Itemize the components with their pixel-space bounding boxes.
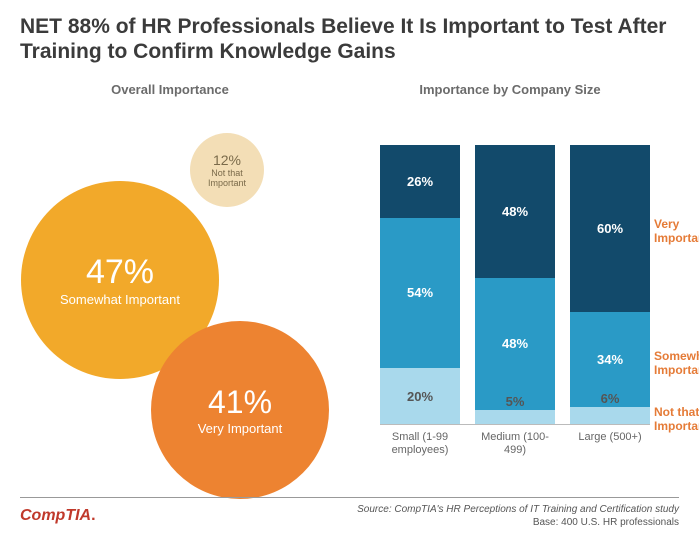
bar-small-not: 20%	[380, 368, 460, 424]
bar-medium-very-value: 48%	[502, 204, 528, 219]
bar-large: 60% 34% 6%	[570, 145, 650, 424]
logo-text: CompTIA	[20, 507, 91, 524]
bubble-not_important-pct: 12%	[213, 152, 241, 168]
bar-medium: 48% 48% 5%	[475, 145, 555, 424]
stacked-bar-chart: 26% 54% 20% 48% 48% 5% 60% 34% 6% Small (1-99 em…	[380, 145, 670, 457]
bubble-not_important-label: Not that Important	[197, 168, 256, 188]
logo-dot: .	[91, 507, 95, 524]
series-label-very: Very Important	[654, 217, 699, 246]
subtitle-overall: Overall Importance	[0, 82, 340, 97]
bubble-very-pct: 41%	[208, 384, 272, 421]
chart-title: NET 88% of HR Professionals Believe It I…	[0, 0, 699, 64]
bar-large-not-value: 6%	[601, 391, 620, 406]
bubble-somewhat-pct: 47%	[86, 253, 154, 292]
bar-large-very-value: 60%	[597, 221, 623, 236]
bar-small: 26% 54% 20%	[380, 145, 460, 424]
bar-small-somewhat-value: 54%	[407, 285, 433, 300]
footer-divider	[20, 497, 679, 498]
bubble-not_important: 12%Not that Important	[190, 133, 264, 207]
bar-x-labels: Small (1-99 employees) Medium (100-499) La…	[380, 431, 650, 457]
bar-small-very: 26%	[380, 145, 460, 218]
source-base: Base: 400 U.S. HR professionals	[357, 516, 679, 529]
bar-large-somewhat-value: 34%	[597, 352, 623, 367]
bar-small-very-value: 26%	[407, 174, 433, 189]
series-label-not: Not that Important	[654, 405, 699, 434]
bar-medium-not-value: 5%	[506, 394, 525, 409]
bar-medium-somewhat-value: 48%	[502, 336, 528, 351]
subtitle-by-size: Importance by Company Size	[340, 82, 680, 97]
series-label-somewhat: Somewhat Important	[654, 349, 699, 378]
bubble-very: 41%Very Important	[151, 321, 329, 499]
bar-large-not: 6%	[570, 407, 650, 424]
bar-xlabel-large: Large (500+)	[570, 431, 650, 457]
bar-xlabel-medium: Medium (100-499)	[475, 431, 555, 457]
subtitles-row: Overall Importance Importance by Company…	[0, 82, 699, 97]
bars-row: 26% 54% 20% 48% 48% 5% 60% 34% 6%	[380, 145, 650, 425]
bar-large-very: 60%	[570, 145, 650, 312]
comptia-logo: CompTIA.	[20, 507, 96, 525]
bar-medium-not: 5%	[475, 410, 555, 424]
bar-small-not-value: 20%	[407, 389, 433, 404]
bubble-somewhat-label: Somewhat Important	[60, 292, 180, 307]
bubble-chart: 12%Not that Important 47%Somewhat Importa…	[0, 120, 360, 480]
bar-medium-somewhat: 48%	[475, 278, 555, 411]
source-line: Source: CompTIA's HR Perceptions of IT T…	[357, 503, 679, 516]
bubble-very-label: Very Important	[198, 421, 283, 436]
bar-small-somewhat: 54%	[380, 218, 460, 369]
source-citation: Source: CompTIA's HR Perceptions of IT T…	[357, 503, 679, 529]
bar-xlabel-small: Small (1-99 employees)	[380, 431, 460, 457]
bar-medium-very: 48%	[475, 145, 555, 278]
